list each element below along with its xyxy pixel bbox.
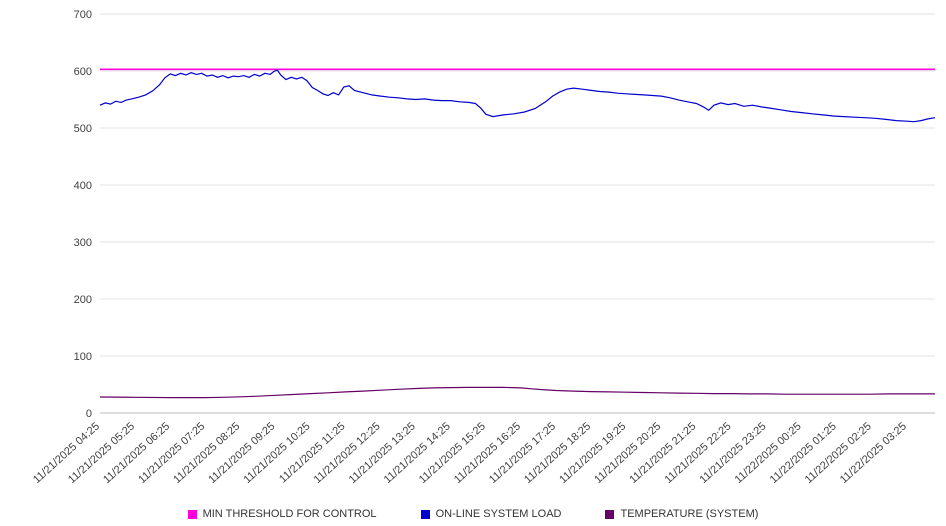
x-tick-label: 11/22/2025 03:25	[838, 420, 909, 486]
series-line-on-line-system-load	[99, 69, 936, 123]
y-tick-label: 200	[74, 294, 92, 306]
y-tick-label: 400	[74, 180, 92, 192]
y-tick-label: 300	[74, 237, 92, 249]
legend-item-on-line-system-load[interactable]: ON-LINE SYSTEM LOAD	[420, 508, 562, 520]
legend-label: MIN THRESHOLD FOR CONTROL	[202, 508, 377, 520]
legend-swatch-icon	[187, 509, 197, 519]
chart-legend: MIN THRESHOLD FOR CONTROL ON-LINE SYSTEM …	[0, 508, 946, 520]
series-line-temperature-system	[99, 386, 935, 399]
legend-label: TEMPERATURE (SYSTEM)	[620, 508, 759, 520]
y-tick-label: 100	[74, 351, 92, 363]
legend-label: ON-LINE SYSTEM LOAD	[435, 508, 562, 520]
y-tick-label: 0	[86, 408, 92, 420]
legend-item-min-threshold-for-control[interactable]: MIN THRESHOLD FOR CONTROL	[187, 508, 377, 520]
legend-swatch-icon	[605, 509, 615, 519]
y-tick-label: 700	[74, 9, 92, 21]
legend-item-temperature-system[interactable]: TEMPERATURE (SYSTEM)	[605, 508, 758, 520]
legend-swatch-icon	[420, 509, 430, 519]
y-tick-label: 600	[74, 66, 92, 78]
y-tick-label: 500	[74, 123, 92, 135]
